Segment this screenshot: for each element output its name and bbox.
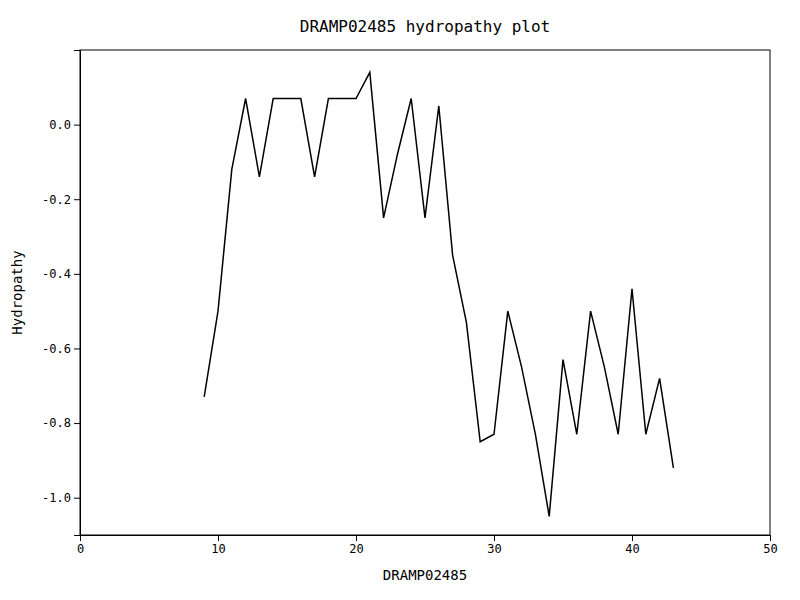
tick: 10 xyxy=(211,535,225,556)
tick: 40 xyxy=(625,535,639,556)
tick: -1.0 xyxy=(42,491,80,505)
title: DRAMP02485 hydropathy plot xyxy=(300,17,550,36)
tick-mark xyxy=(74,423,80,424)
tick-label: 50 xyxy=(763,542,777,556)
tick-label: -0.8 xyxy=(42,416,71,430)
tick-label: 30 xyxy=(487,542,501,556)
tick: -0.4 xyxy=(42,267,80,281)
tick: 0.0 xyxy=(49,118,80,132)
tick: 30 xyxy=(487,535,501,556)
tick-mark xyxy=(74,498,80,499)
plot-frame xyxy=(80,50,770,535)
axis-line xyxy=(81,536,771,542)
marks xyxy=(204,72,673,516)
tick: 0 xyxy=(77,535,84,556)
x-axis-title: DRAMP02485 xyxy=(383,567,467,583)
line xyxy=(204,72,673,516)
tick-label: -1.0 xyxy=(42,491,71,505)
tick-mark xyxy=(494,535,495,541)
tick-mark xyxy=(218,535,219,541)
tick-label: 0 xyxy=(77,542,84,556)
tick-label: -0.6 xyxy=(42,342,71,356)
tick-mark xyxy=(74,125,80,126)
chart: 0 10 20 30 40 50 0.0 -0.2 -0.4 -0.6 -0.8 -1.0 DRAMP0… xyxy=(0,0,800,600)
tick-mark xyxy=(770,535,771,541)
tick-label: 10 xyxy=(211,542,225,556)
tick: -0.6 xyxy=(42,342,80,356)
tick: -0.2 xyxy=(42,193,80,207)
tick-label: 0.0 xyxy=(49,118,71,132)
plot-area: 0 10 20 30 40 50 0.0 -0.2 -0.4 -0.6 -0.8 -1.0 xyxy=(42,50,778,556)
tick-mark xyxy=(632,535,633,541)
tick: 20 xyxy=(349,535,363,556)
tick-label: 40 xyxy=(625,542,639,556)
axis-line xyxy=(74,51,81,536)
y-axis: 0.0 -0.2 -0.4 -0.6 -0.8 -1.0 xyxy=(42,51,80,536)
tick: -0.8 xyxy=(42,416,80,430)
tick: 50 xyxy=(763,535,777,556)
tick-mark xyxy=(74,199,80,200)
x-axis: 0 10 20 30 40 50 xyxy=(77,535,778,556)
tick-mark xyxy=(74,274,80,275)
tick-mark xyxy=(74,348,80,349)
tick-label: -0.2 xyxy=(42,193,71,207)
tick-label: -0.4 xyxy=(42,267,71,281)
tick-mark xyxy=(356,535,357,541)
tick-label: 20 xyxy=(349,542,363,556)
y-axis-title: Hydropathy xyxy=(9,250,25,334)
